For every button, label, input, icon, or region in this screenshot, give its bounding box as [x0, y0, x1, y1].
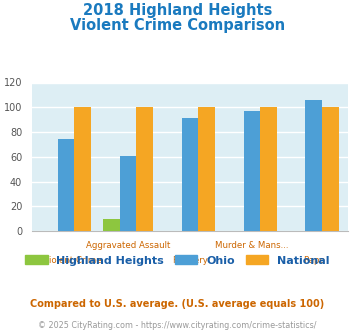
Text: Aggravated Assault: Aggravated Assault	[86, 241, 170, 250]
Bar	[260, 107, 277, 231]
Legend: Highland Heights, Ohio, National: Highland Heights, Ohio, National	[21, 251, 334, 270]
Bar	[198, 107, 215, 231]
Bar	[120, 155, 136, 231]
Bar	[103, 218, 120, 231]
Bar	[322, 107, 339, 231]
Text: Murder & Mans...: Murder & Mans...	[215, 241, 289, 250]
Bar	[244, 111, 260, 231]
Text: All Violent Crime: All Violent Crime	[30, 256, 102, 265]
Text: Violent Crime Comparison: Violent Crime Comparison	[70, 18, 285, 33]
Bar	[181, 118, 198, 231]
Text: 2018 Highland Heights: 2018 Highland Heights	[83, 3, 272, 18]
Text: Compared to U.S. average. (U.S. average equals 100): Compared to U.S. average. (U.S. average …	[31, 299, 324, 309]
Text: Rape: Rape	[303, 256, 325, 265]
Bar	[58, 139, 75, 231]
Bar	[305, 100, 322, 231]
Text: Robbery: Robbery	[172, 256, 208, 265]
Bar	[136, 107, 153, 231]
Bar	[75, 107, 91, 231]
Text: © 2025 CityRating.com - https://www.cityrating.com/crime-statistics/: © 2025 CityRating.com - https://www.city…	[38, 321, 317, 330]
